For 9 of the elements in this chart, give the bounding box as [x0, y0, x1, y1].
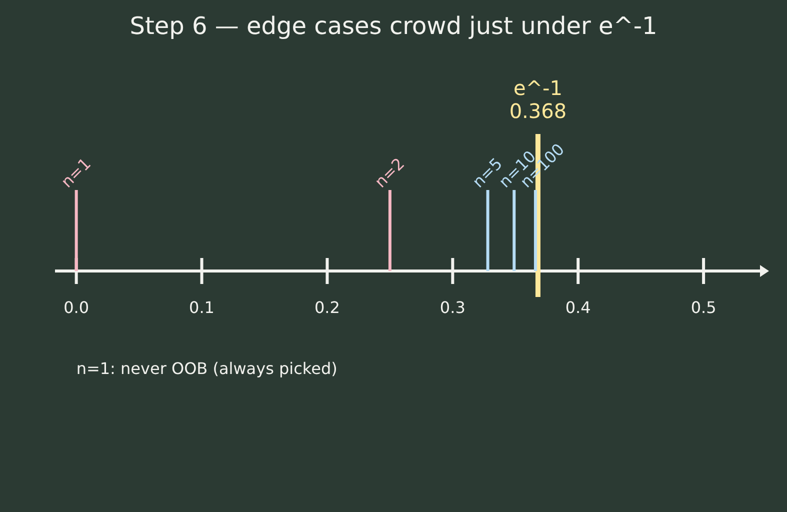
chart-title: Step 6 — edge cases crowd just under e^-1: [130, 12, 658, 40]
x-tick-label: 0.0: [64, 298, 90, 317]
x-tick-label: 0.2: [314, 298, 340, 317]
x-tick-label: 0.3: [440, 298, 466, 317]
x-tick-label: 0.1: [189, 298, 214, 317]
x-tick-label: 0.5: [690, 298, 716, 317]
text: n=1: never OOB (always picked): [76, 359, 338, 378]
x-tick-label: 0.4: [565, 298, 591, 317]
ref-line-label: e^-1 0.368: [509, 76, 567, 123]
